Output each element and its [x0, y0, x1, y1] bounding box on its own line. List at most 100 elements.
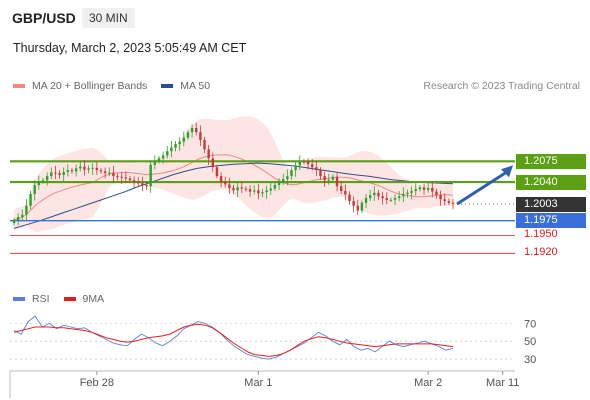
candle-body: [377, 192, 380, 197]
candle-body: [335, 176, 339, 187]
candle-body: [219, 176, 223, 183]
rsi-ma9-line: [13, 323, 454, 357]
candle-body: [199, 132, 202, 140]
candle-body: [397, 196, 401, 199]
candle-body: [83, 166, 86, 170]
candle-body: [290, 170, 293, 177]
x-tick-label: Feb 28: [80, 377, 114, 389]
candle-body: [244, 188, 248, 190]
candle-body: [344, 190, 347, 195]
candle-body: [236, 187, 239, 191]
candle-body: [389, 199, 393, 201]
candle-body: [422, 187, 426, 190]
candle-body: [21, 214, 24, 218]
credit-text: Research © 2023 Trading Central: [423, 80, 580, 92]
candle-body: [406, 192, 409, 194]
candle-body: [70, 170, 74, 172]
candle-body: [277, 182, 281, 186]
candle-body: [451, 202, 455, 205]
candle-body: [25, 205, 28, 215]
candle-body: [50, 172, 53, 177]
rsi-legend: RSI 9MA: [13, 293, 104, 305]
candle-body: [87, 168, 90, 170]
level-label-1.1975: 1.1975: [516, 213, 586, 229]
candle-body: [12, 220, 16, 224]
candle-body: [174, 144, 177, 148]
candle-body: [149, 164, 152, 187]
candle-body: [58, 173, 61, 175]
ma50-swatch: [161, 84, 174, 88]
main-legend: MA 20 + Bollinger Bands MA 50: [13, 80, 210, 92]
candle-body: [215, 167, 219, 177]
candle-body: [306, 161, 310, 165]
level-label-1.2040: 1.2040: [516, 174, 586, 190]
candle-body: [54, 172, 57, 174]
candle-body: [331, 176, 335, 180]
candle-body: [108, 172, 111, 174]
rsi-tick-label: 50: [524, 336, 536, 348]
candle-body: [153, 161, 157, 165]
rsi-legend-label: RSI: [32, 293, 50, 305]
candle-body: [269, 188, 272, 191]
candle-body: [319, 170, 322, 177]
candle-body: [265, 190, 268, 193]
ma20-line: [13, 154, 454, 221]
candle-body: [224, 182, 227, 185]
candle-body: [435, 191, 438, 196]
candle-body: [128, 178, 132, 181]
candle-body: [203, 139, 206, 150]
candle-body: [368, 195, 372, 199]
candle-body: [166, 151, 169, 156]
candle-body: [364, 198, 368, 203]
candle-body: [66, 170, 70, 172]
candle-body: [124, 177, 128, 179]
rsi-tick-label: 70: [524, 318, 536, 330]
candle-body: [232, 188, 235, 191]
candle-body: [161, 155, 165, 159]
candle-body: [273, 185, 277, 189]
candle-body: [315, 167, 318, 171]
candle-body: [186, 132, 190, 138]
candle-body: [157, 158, 161, 162]
candle-body: [360, 202, 364, 211]
rsi-tick-label: 30: [524, 354, 536, 366]
candle-body: [418, 187, 422, 190]
candle-body: [182, 137, 186, 142]
candle-body: [439, 195, 442, 200]
candle-body: [447, 201, 451, 203]
candle-body: [302, 161, 306, 163]
candle-body: [327, 179, 330, 181]
symbol-title: GBP/USD: [12, 10, 76, 26]
candle-body: [294, 165, 297, 171]
candle-body: [323, 176, 326, 181]
candle-body: [414, 189, 417, 191]
candle-body: [211, 158, 214, 168]
x-tick-label: Mar 1: [244, 377, 272, 389]
candle-body: [116, 176, 119, 178]
candle-body: [74, 168, 78, 172]
rsi-line: [13, 315, 454, 360]
timeframe-badge[interactable]: 30 MIN: [82, 8, 135, 28]
ma20-legend-label: MA 20 + Bollinger Bands: [32, 80, 148, 92]
ma50-legend-label: MA 50: [180, 80, 211, 92]
candle-body: [393, 198, 397, 200]
candle-body: [402, 193, 405, 197]
candle-body: [178, 141, 181, 145]
candle-body: [95, 167, 99, 171]
candle-body: [41, 180, 45, 182]
candle-body: [348, 194, 351, 202]
x-tick-label: Mar 2: [414, 377, 442, 389]
candle-body: [228, 184, 231, 188]
rsi-swatch: [13, 297, 25, 301]
candle-body: [410, 190, 413, 193]
level-label-1.1950: 1.1950: [524, 228, 558, 241]
ma50-line: [13, 162, 454, 229]
candle-body: [248, 189, 252, 192]
candle-body: [282, 179, 285, 183]
candle-body: [45, 176, 49, 181]
forecast-arrow-head: [501, 165, 513, 178]
candle-body: [62, 171, 65, 175]
candle-body: [261, 192, 264, 194]
candle-body: [339, 186, 343, 191]
